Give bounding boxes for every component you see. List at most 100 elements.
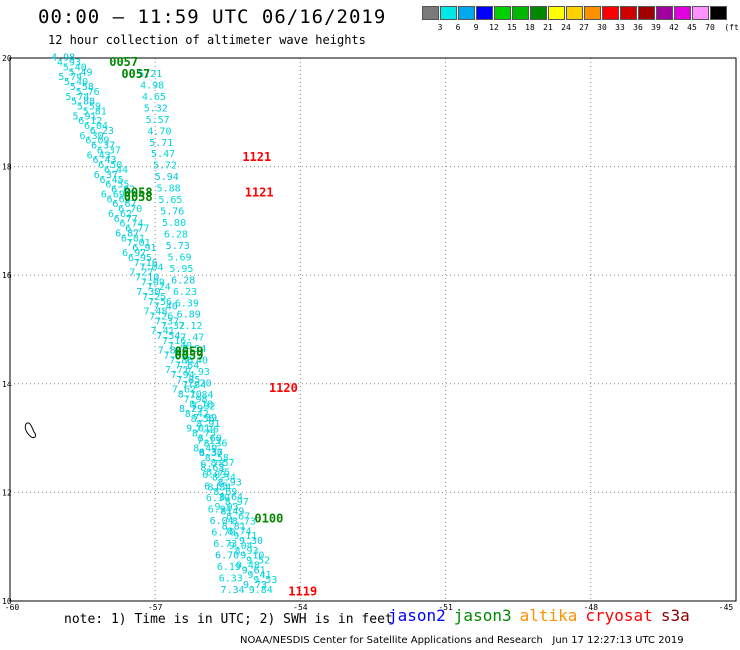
wave-height-value: 8.67 [226, 512, 250, 523]
wave-height-value: 6.37 [97, 145, 121, 156]
wave-height-value: 7.16 [134, 258, 158, 269]
wave-height-value: 6.23 [90, 126, 114, 137]
pass-time-label: 0059 [175, 345, 204, 359]
wave-height-value: 4.65 [142, 92, 166, 103]
wave-height-value: 5.80 [162, 218, 186, 229]
pass-time-label: 0058 [124, 185, 153, 199]
wave-height-value: 6.77 [114, 214, 138, 225]
wave-height-value: 9.84 [249, 585, 273, 596]
wave-height-value: 8.93 [218, 477, 242, 488]
colorbar-swatch [674, 6, 691, 20]
wave-height-value: 6.04 [210, 516, 234, 527]
colorbar-label: 33 [615, 23, 625, 32]
wave-height-value: 6.70 [118, 204, 142, 215]
wave-height-value: 8.49 [220, 507, 244, 518]
colorbar-label: 45 [687, 23, 697, 32]
wave-height-value: 5.72 [153, 161, 177, 172]
wave-height-value: 7.24 [147, 282, 171, 293]
wave-height-value: 8.54 [207, 482, 231, 493]
wave-height-value: 6.39 [175, 298, 199, 309]
wave-height-value: 8.18 [189, 399, 213, 410]
colorbar-label: 39 [651, 23, 661, 32]
wave-height-value: 9.61 [242, 565, 266, 576]
wave-height-value: 6.81 [121, 233, 145, 244]
wave-height-value: 5.91 [72, 111, 96, 122]
wave-height-value: 8.93 [235, 546, 259, 557]
wave-height-value: 6.70 [215, 550, 239, 561]
x-tick-label: -54 [293, 603, 308, 612]
wave-height-value: 7.62 [172, 385, 196, 396]
wave-height-value: 7.88 [158, 346, 182, 357]
wave-height-value: 8.37 [199, 448, 223, 459]
wave-height-value: 5.47 [151, 149, 175, 160]
wave-height-value: 7.40 [168, 341, 192, 352]
wave-height-value: 6.43 [92, 155, 116, 166]
footer-credit: NOAA/NESDIS Center for Satellite Applica… [240, 635, 684, 646]
colorbar-swatch [710, 6, 727, 20]
wave-height-value: 7.20 [188, 379, 212, 390]
wave-height-value: 7.10 [135, 272, 159, 283]
colorbar-swatch [458, 6, 475, 20]
wave-height-value: 6.62 [108, 209, 132, 220]
wave-height-value: 7.60 [163, 351, 187, 362]
wave-height-value: 8.75 [206, 468, 230, 479]
wave-height-value: 7.12 [178, 321, 202, 332]
colorbar-label: 6 [455, 23, 461, 32]
tick-labels: -60 -57 -54 -51 -48 -45 10 12 14 16 18 20 [2, 54, 733, 612]
wave-height-value: 7.54 [182, 344, 206, 355]
colorbar-swatch [494, 6, 511, 20]
wave-height-value: 6.63 [107, 194, 131, 205]
wave-height-value: 8.36 [203, 438, 227, 449]
wave-height-value: 5.76 [76, 87, 100, 98]
wave-height-value: 7.85 [176, 375, 200, 386]
wave-height-value: 7.16 [162, 336, 186, 347]
wave-height-value: 6.37 [91, 141, 115, 152]
wave-height-value: 5.49 [68, 67, 92, 78]
wave-height-value: 5.88 [71, 97, 95, 108]
island-outline [24, 422, 37, 439]
wave-height-value: 5.74 [58, 72, 82, 83]
pass-time-label: 0058 [124, 190, 153, 204]
wave-height-value: 9.53 [253, 575, 277, 586]
wave-height-value: 9.04 [229, 541, 253, 552]
wave-height-value: 7.71 [165, 365, 189, 376]
colorbar-label: 70 [705, 23, 715, 32]
wave-height-value: 5.95 [169, 264, 193, 275]
wave-height-value: 7.32 [191, 401, 215, 412]
wave-height-value: 8.63 [200, 463, 224, 474]
colorbar-label: 21 [543, 23, 553, 32]
wave-height-value: 6.70 [211, 528, 235, 539]
wave-height-value: 5.88 [157, 184, 181, 195]
colorbar-label: 12 [489, 23, 499, 32]
wave-height-value: 5.65 [158, 195, 182, 206]
wave-height-value: 6.87 [115, 228, 139, 239]
wave-height-value: 4.98 [51, 53, 75, 64]
wave-height-value: 5.58 [70, 82, 94, 93]
wave-height-value: 8.91 [196, 419, 220, 430]
wave-height-value: 6.30 [206, 493, 230, 504]
wave-height-value: 7.04 [140, 263, 164, 274]
wave-height-value: 8.97 [225, 497, 249, 508]
wave-height-value: 7.26 [195, 424, 219, 435]
wave-height-value: 5.40 [63, 62, 87, 73]
y-tick-label: 12 [2, 488, 12, 497]
wave-height-value: 5.81 [83, 106, 107, 117]
wave-height-value: 7.98 [183, 394, 207, 405]
wave-height-value: 8.42 [185, 409, 209, 420]
wave-height-value: 8.34 [212, 473, 236, 484]
wave-height-value: 8.64 [219, 492, 243, 503]
colorbar-swatch [620, 6, 637, 20]
wave-height-value: 8.58 [205, 453, 229, 464]
wave-height-value: 7.41 [151, 326, 175, 337]
legend-entry: cryosat [585, 606, 653, 625]
pass-time-label: 1119 [288, 585, 317, 599]
colorbar-unit: (ft) [724, 23, 740, 32]
colorbar-swatch [638, 6, 655, 20]
wave-height-value: 8.57 [211, 458, 235, 469]
wave-height-value: 6.09 [85, 136, 109, 147]
satellite-legend: jason2 jason3 altika cryosat s3a [388, 606, 698, 625]
wave-height-value: 4.70 [147, 126, 171, 137]
wave-height-value: 9.48 [236, 560, 260, 571]
wave-height-value: 8.49 [193, 443, 217, 454]
wave-height-value: 6.94 [208, 505, 232, 516]
